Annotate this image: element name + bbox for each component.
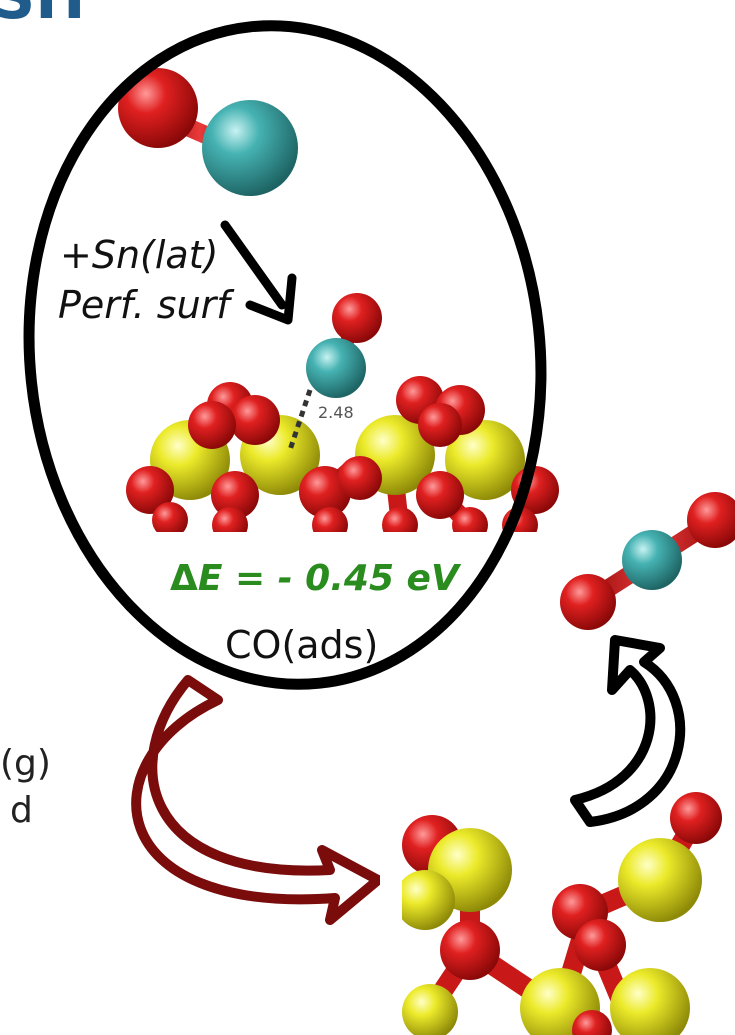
side-text-1: (g)	[0, 743, 51, 784]
side-text-2: d	[10, 790, 33, 831]
surface-slab	[126, 376, 559, 543]
energy-delta-symbol: Δ	[170, 558, 198, 599]
reaction-label-line2: Perf. surf	[58, 283, 235, 327]
energy-value: = - 0.45 eV	[222, 558, 461, 599]
reaction-label-line1: +Sn(lat)	[60, 233, 218, 277]
bond-distance-label: 2.48	[318, 403, 354, 422]
reduced-surface-fragment	[395, 792, 722, 1035]
energy-label: ΔE = - 0.45 eV	[170, 558, 462, 599]
adsorbed-co-molecule	[287, 293, 382, 451]
co2-molecule	[560, 492, 735, 630]
curved-arrow-black	[570, 635, 686, 827]
header-title-fragment: SH	[0, 0, 85, 33]
energy-e-symbol: E	[198, 558, 223, 599]
adsorption-arrow	[220, 220, 297, 325]
adsorption-ellipse	[23, 20, 547, 690]
state-label: CO(ads)	[225, 623, 378, 667]
curved-arrow-dark-red	[131, 675, 383, 925]
gas-co-molecule	[118, 68, 298, 196]
